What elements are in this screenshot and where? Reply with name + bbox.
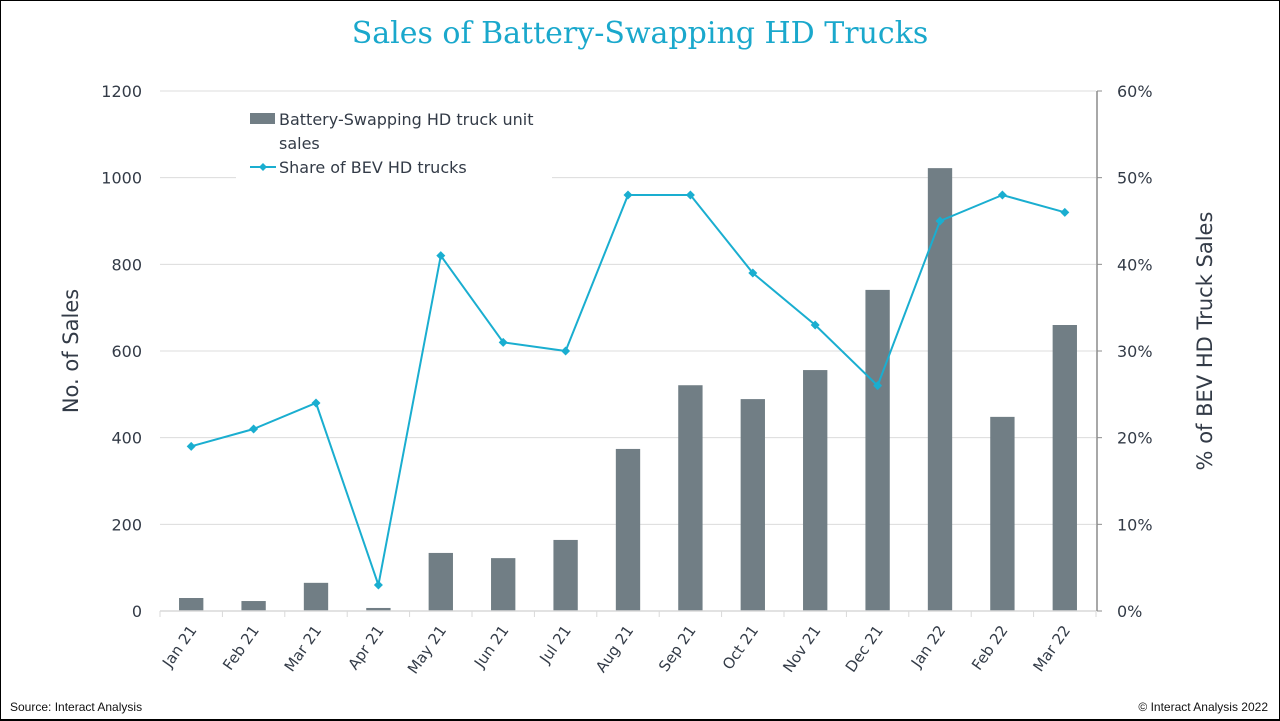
line-point-marker <box>373 580 383 590</box>
source-note: Source: Interact Analysis <box>10 700 143 714</box>
line-series <box>186 190 1070 590</box>
line-point-marker <box>436 251 446 261</box>
line-point-marker <box>561 346 571 356</box>
bar <box>1052 325 1077 611</box>
line-point-marker <box>498 337 508 347</box>
bar <box>990 416 1015 611</box>
y-tick-label: 1200 <box>101 82 142 101</box>
x-tick-label: Jan 22 <box>907 622 949 672</box>
line-point-marker <box>810 320 820 330</box>
y2-tick-label: 20% <box>1117 429 1153 448</box>
axes <box>159 90 1102 617</box>
x-tick-label: Feb 22 <box>968 622 1012 674</box>
line-point-marker <box>685 190 695 200</box>
y-axis-title: No. of Sales <box>59 289 83 413</box>
bar <box>366 607 391 611</box>
legend-background <box>236 160 552 180</box>
y-tick-label: 0 <box>132 602 142 621</box>
bar <box>428 552 453 611</box>
x-tick-label: May 21 <box>404 622 450 677</box>
legend-bar-label-cont: sales <box>279 134 320 153</box>
x-tick-label: Dec 21 <box>842 622 887 676</box>
y2-axis-ticks: 0% 10% 20% 30% 40% 50% 60% <box>1117 82 1153 621</box>
line-point-marker <box>748 268 758 278</box>
x-tick-label: Mar 22 <box>1029 622 1074 675</box>
bar <box>740 399 765 611</box>
legend: Battery-Swapping HD truck unit sales Sha… <box>236 110 552 180</box>
y2-tick-label: 0% <box>1117 602 1142 621</box>
line-point-marker <box>873 381 883 391</box>
y2-axis-title: % of BEV HD Truck Sales <box>1193 212 1217 471</box>
line-point-marker <box>311 398 321 408</box>
line-point-marker <box>997 190 1007 200</box>
line-point-marker <box>935 216 945 226</box>
line-point-marker <box>186 441 196 451</box>
bar <box>865 289 890 611</box>
x-tick-label: Nov 21 <box>779 622 824 676</box>
line-point-marker <box>1060 207 1070 217</box>
bar <box>303 582 329 611</box>
line-point-marker <box>249 424 259 434</box>
y2-tick-label: 10% <box>1117 515 1153 534</box>
legend-diamond-marker <box>259 163 267 171</box>
y-axis-ticks: 0 200 400 600 800 1000 1200 <box>101 82 142 621</box>
x-tick-label: Oct 21 <box>719 622 762 673</box>
y-tick-label: 200 <box>111 515 142 534</box>
y2-tick-label: 60% <box>1117 82 1153 101</box>
x-tick-label: Aug 21 <box>592 622 637 676</box>
y-tick-label: 400 <box>111 429 142 448</box>
bar-series <box>179 168 1077 611</box>
chart-title: Sales of Battery-Swapping HD Trucks <box>351 16 929 51</box>
bar <box>678 385 703 611</box>
y2-tick-label: 50% <box>1117 169 1153 188</box>
line-point-marker <box>623 190 633 200</box>
x-tick-label: Mar 21 <box>281 622 326 675</box>
bar <box>491 558 516 611</box>
y-tick-label: 1000 <box>101 169 142 188</box>
x-tick-label: Apr 21 <box>344 622 387 673</box>
legend-line-label: Share of BEV HD trucks <box>279 158 467 177</box>
copyright-note: © Interact Analysis 2022 <box>1138 700 1268 714</box>
legend-bar-label: Battery-Swapping HD truck unit <box>279 110 533 129</box>
bar <box>615 448 641 611</box>
x-tick-label: Feb 21 <box>219 622 263 674</box>
y-tick-label: 800 <box>111 255 142 274</box>
bar <box>241 601 266 611</box>
x-tick-label: Jun 21 <box>470 622 512 672</box>
bar <box>553 539 578 611</box>
bar <box>803 370 828 611</box>
bar <box>179 598 204 611</box>
x-axis-ticks: Jan 21 Feb 21 Mar 21 Apr 21 May 21 Jun 21 Jul … <box>158 622 1074 677</box>
x-tick-label: Jul 21 <box>535 622 574 668</box>
y2-tick-label: 30% <box>1117 342 1153 361</box>
y2-tick-label: 40% <box>1117 255 1153 274</box>
bar <box>927 168 953 611</box>
x-tick-label: Sep 21 <box>655 622 700 675</box>
legend-bar-swatch <box>250 113 275 124</box>
x-tick-label: Jan 21 <box>158 622 200 672</box>
y-tick-label: 600 <box>111 342 142 361</box>
